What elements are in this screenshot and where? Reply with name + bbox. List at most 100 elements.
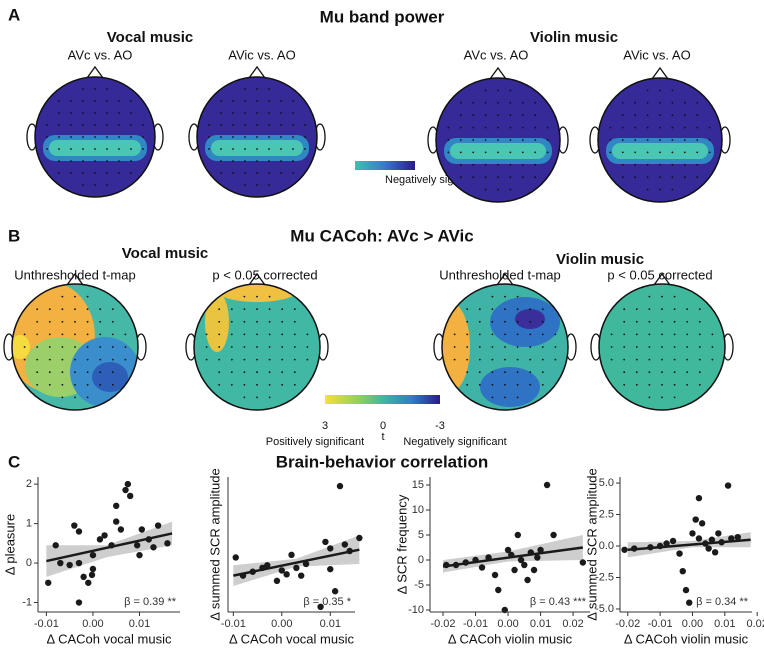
electrode	[466, 383, 469, 386]
electrode	[683, 126, 686, 129]
x-tick-label: 0.00	[271, 618, 292, 630]
electrode	[268, 172, 270, 174]
electrode	[659, 151, 661, 154]
electrode	[509, 101, 512, 104]
head-nose	[651, 66, 669, 80]
head-map	[590, 272, 734, 411]
data-point	[511, 566, 518, 574]
electrode	[696, 163, 699, 166]
electrode	[230, 371, 233, 374]
electrode	[683, 139, 686, 141]
field-blob	[480, 367, 540, 407]
colorbar-tick: 3	[322, 420, 328, 432]
electrode	[23, 358, 26, 361]
data-point	[514, 531, 522, 539]
field-blob	[12, 335, 30, 359]
regression-line	[233, 548, 360, 577]
head-field	[194, 284, 320, 410]
electrode	[230, 308, 233, 311]
electrode	[106, 100, 108, 102]
electrode	[673, 333, 676, 336]
electrode	[698, 308, 701, 311]
electrode	[46, 148, 48, 150]
data-point	[117, 526, 125, 533]
electrode	[661, 383, 663, 386]
data-point	[724, 482, 732, 489]
electrode	[58, 148, 60, 150]
electrode	[208, 124, 210, 126]
electrode	[491, 383, 494, 386]
electrode	[621, 163, 624, 166]
electrode	[635, 383, 638, 386]
electrode	[111, 320, 114, 323]
electrode	[546, 139, 549, 141]
electrode	[554, 346, 557, 348]
data-point	[676, 550, 683, 557]
electrode	[466, 371, 469, 374]
electrode	[82, 124, 84, 126]
electrode	[256, 88, 258, 90]
electrode	[70, 160, 72, 162]
colorbar	[325, 395, 440, 404]
electrode	[36, 383, 39, 386]
electrode	[646, 163, 649, 166]
electrode	[36, 333, 39, 336]
electrode	[621, 139, 624, 141]
electrode	[268, 88, 270, 90]
electrode	[244, 160, 246, 162]
head-field	[12, 284, 138, 410]
electrode	[292, 112, 294, 114]
electrode	[708, 139, 711, 141]
field-blob	[612, 143, 708, 159]
electrode	[268, 295, 271, 298]
y-tick-label: 0	[418, 554, 424, 566]
y-tick-label: 2	[26, 478, 32, 490]
data-point	[705, 545, 712, 552]
electrode	[220, 172, 222, 174]
electrode	[534, 139, 537, 141]
field-blob	[49, 140, 141, 156]
electrode	[516, 320, 519, 323]
electrode	[634, 101, 637, 104]
electrode	[244, 136, 246, 138]
data-point	[273, 577, 281, 585]
head-map	[185, 272, 329, 411]
electrode	[130, 100, 132, 102]
electrode	[130, 124, 132, 126]
electrode	[61, 396, 64, 399]
electrode	[256, 184, 258, 186]
data-point	[336, 482, 344, 490]
electrode	[635, 346, 638, 348]
electrode	[541, 346, 544, 348]
electrode	[281, 371, 284, 374]
electrode	[683, 163, 686, 166]
x-tick-label: 0.01	[129, 618, 150, 630]
electrode	[659, 101, 661, 104]
electrode	[99, 346, 102, 348]
electrode	[99, 371, 102, 374]
electrode	[281, 308, 284, 311]
electrode	[280, 148, 282, 150]
y-tick-label: -5.0	[595, 603, 614, 615]
electrode	[281, 358, 284, 361]
electrode	[648, 295, 651, 298]
y-tick-label: -10	[408, 604, 424, 616]
electrode	[106, 160, 108, 162]
electrode	[504, 295, 506, 298]
data-point	[293, 564, 300, 572]
data-point	[478, 564, 486, 571]
data-point	[113, 502, 120, 510]
electrode	[661, 371, 663, 374]
electrode	[106, 88, 108, 90]
electrode	[58, 160, 60, 162]
annotation: β = 0.35 *	[303, 596, 351, 608]
electrode	[111, 333, 114, 336]
electrode	[99, 308, 102, 311]
electrode	[497, 89, 499, 92]
x-tick-label: -0.01	[648, 618, 673, 630]
electrode	[623, 371, 626, 374]
electrode	[48, 308, 51, 311]
electrode	[220, 148, 222, 150]
data-point	[322, 538, 329, 546]
electrode	[208, 148, 210, 150]
